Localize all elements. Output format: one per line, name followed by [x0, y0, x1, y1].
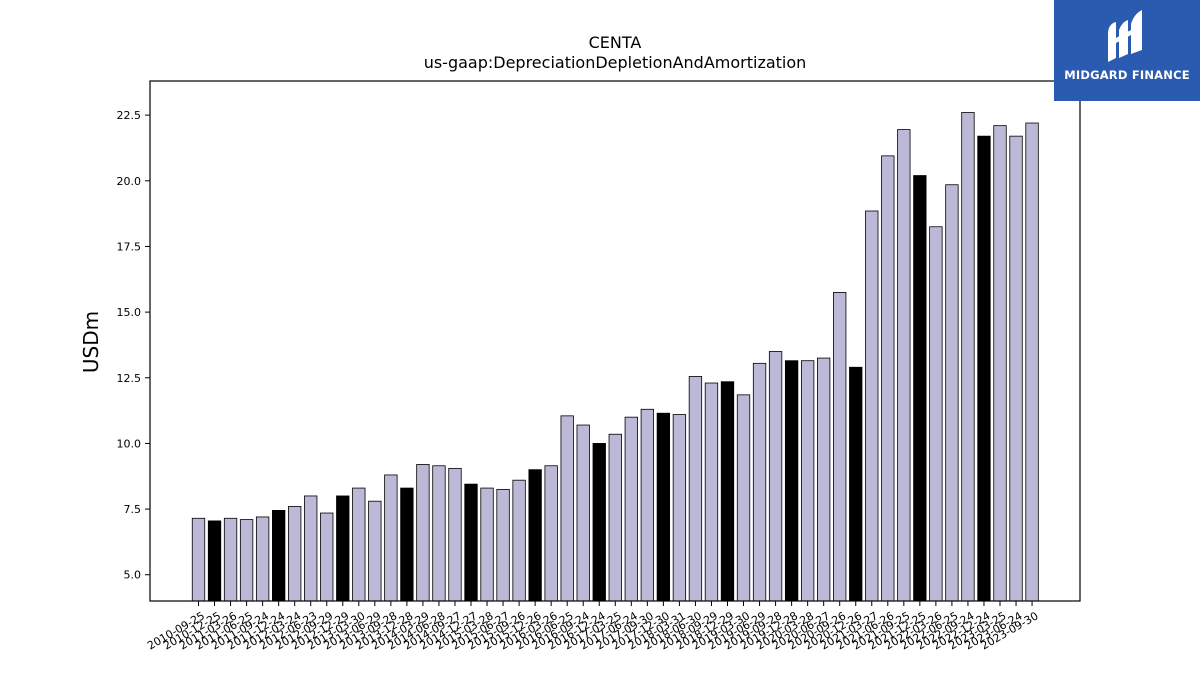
bar-2010-09-25 [191, 517, 206, 602]
bar-2013-09-28 [384, 474, 398, 602]
brand-logo-icon [1108, 10, 1142, 62]
bar-2023-06-24 [1009, 135, 1023, 602]
brand-logo: MIDGARD FINANCE [1054, 0, 1200, 101]
bar-2020-03-28 [800, 360, 815, 602]
bar-2018-06-30 [688, 376, 703, 602]
bar-2016-03-26 [544, 465, 558, 602]
bar-2022-12-24 [977, 135, 991, 602]
y-tick-label: 7.5 [124, 503, 142, 516]
bar-2014-09-27 [448, 467, 462, 602]
x-axis: 2010-09-252010-12-252011-03-262011-06-25… [145, 601, 1041, 652]
bar-2013-06-29 [368, 500, 382, 602]
bar-2018-12-29 [720, 381, 735, 602]
y-tick-label: 22.5 [117, 109, 142, 122]
y-axis: 5.0 7.5 10.0 12.5 15.0 17.5 20.0 22.5 [117, 109, 150, 582]
bar-2013-03-30 [352, 487, 366, 602]
plot-frame [149, 80, 1081, 602]
bar-2017-12-30 [656, 412, 671, 602]
bar-2023-09-30 [1025, 122, 1039, 602]
bar-2012-12-29 [336, 495, 350, 602]
bar-2012-09-29 [320, 512, 334, 602]
bar-2021-03-27 [865, 210, 879, 602]
bar-2022-06-25 [945, 184, 959, 602]
y-tick-label: 5.0 [124, 569, 142, 582]
bar-2014-12-27 [464, 483, 478, 602]
brand-name: MIDGARD FINANCE [1064, 68, 1190, 82]
bar-2018-09-29 [704, 382, 719, 602]
bar-2015-06-27 [496, 488, 510, 602]
bar-2017-09-30 [640, 408, 654, 602]
bar-2017-03-25 [608, 433, 622, 602]
bar-2019-06-29 [752, 362, 767, 602]
bar-2015-09-26 [512, 479, 526, 602]
y-tick-label: 12.5 [117, 372, 142, 385]
bar-2015-03-28 [480, 487, 494, 602]
bar-2016-09-24 [576, 424, 590, 602]
y-tick-label: 15.0 [117, 306, 142, 319]
chart-subtitle: us-gaap:DepreciationDepletionAndAmortiza… [424, 53, 807, 72]
bar-2012-03-24 [288, 506, 302, 602]
chart-title: CENTA [589, 33, 642, 52]
bar-2012-06-23 [304, 495, 318, 602]
bar-2019-09-28 [768, 351, 783, 602]
bar-2010-12-25 [207, 520, 222, 602]
y-tick-label: 10.0 [117, 437, 142, 450]
bar-2011-03-26 [223, 517, 238, 602]
bar-2022-03-26 [929, 226, 943, 602]
bar-2015-12-26 [528, 469, 542, 602]
bar-2011-06-25 [239, 519, 254, 602]
bar-2017-06-24 [624, 416, 638, 602]
bar-2022-09-24 [961, 112, 975, 602]
bar-2021-06-26 [881, 155, 895, 602]
bar-2020-06-27 [817, 357, 831, 602]
y-axis-label: USDm [79, 311, 103, 373]
bar-2019-12-28 [784, 360, 799, 602]
bar-2020-09-26 [833, 292, 847, 602]
bar-2023-03-25 [993, 125, 1007, 602]
y-tick-label: 17.5 [117, 240, 142, 253]
bar-2016-12-24 [592, 443, 606, 602]
bar-2019-03-30 [736, 394, 751, 602]
bar-2020-12-26 [849, 366, 863, 602]
bar-2021-12-25 [913, 175, 927, 602]
bar-2014-03-29 [416, 464, 430, 602]
bar-2018-03-31 [672, 414, 687, 602]
bar-2016-06-25 [560, 415, 574, 602]
bar-2011-12-24 [271, 509, 286, 602]
bar-2021-09-25 [897, 129, 911, 602]
bars-group [191, 112, 1039, 602]
bar-2011-09-24 [255, 516, 270, 602]
y-tick-label: 20.0 [117, 175, 142, 188]
bar-2014-06-28 [432, 465, 446, 602]
bar-2013-12-28 [400, 487, 414, 602]
